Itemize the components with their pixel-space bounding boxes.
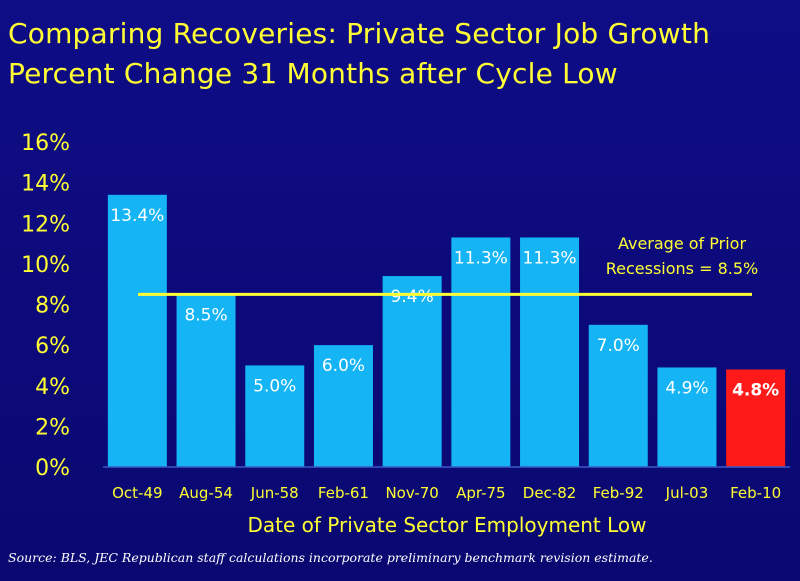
bar [588,324,648,467]
bar [107,194,167,467]
bar [382,276,442,467]
y-tick-label: 10% [21,253,70,278]
x-tick-label: Feb-92 [593,484,644,502]
source-note: Source: BLS, JEC Republican staff calcul… [8,550,653,565]
x-tick-label: Dec-82 [523,484,577,502]
y-tick-label: 8% [35,294,70,319]
title-line-1: Comparing Recoveries: Private Sector Job… [8,17,711,50]
x-tick-label: Aug-54 [179,484,233,502]
average-label-line-1: Average of Prior [618,234,746,253]
data-label: 7.0% [597,336,640,356]
y-tick-label: 16% [21,131,70,156]
y-tick-label: 2% [35,415,70,440]
x-tick-label: Nov-70 [385,484,438,502]
data-label: 9.4% [391,287,434,307]
bar [726,369,786,467]
y-tick-label: 14% [21,172,70,197]
bar [313,345,373,467]
bar [520,237,580,467]
data-label: 11.3% [523,248,577,268]
x-tick-label: Feb-61 [318,484,369,502]
x-tick-label: Jun-58 [250,484,299,502]
data-label: 6.0% [322,356,365,376]
bar [245,365,305,467]
y-tick-label: 0% [35,456,70,481]
chart-title: Comparing Recoveries: Private Sector Job… [8,14,798,94]
bar [451,237,511,467]
y-tick-label: 12% [21,212,70,237]
y-tick-label: 4% [35,375,70,400]
y-tick-label: 6% [35,334,70,359]
x-axis-title: Date of Private Sector Employment Low [247,513,646,537]
data-label: 8.5% [184,305,227,325]
data-label: 4.8% [732,381,779,401]
x-tick-label: Apr-75 [456,484,506,502]
x-tick-label: Oct-49 [112,484,162,502]
average-label-line-2: Recessions = 8.5% [606,259,759,278]
bar [657,367,717,467]
x-tick-label: Feb-10 [730,484,781,502]
data-label: 4.9% [665,378,708,398]
x-tick-label: Jul-03 [665,484,709,502]
data-label: 13.4% [110,206,164,226]
data-label: 11.3% [454,248,508,268]
data-label: 5.0% [253,376,296,396]
title-line-2: Percent Change 31 Months after Cycle Low [8,57,618,90]
bar [176,294,236,467]
